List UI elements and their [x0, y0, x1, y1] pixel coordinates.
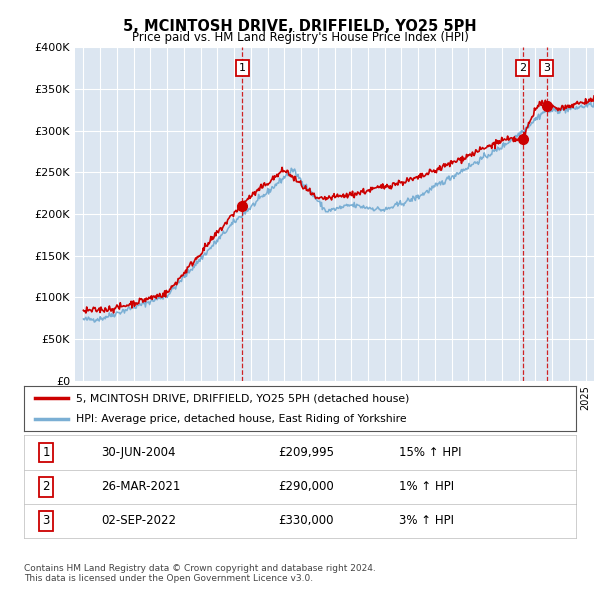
Text: 3% ↑ HPI: 3% ↑ HPI: [400, 514, 454, 527]
Text: 5, MCINTOSH DRIVE, DRIFFIELD, YO25 5PH (detached house): 5, MCINTOSH DRIVE, DRIFFIELD, YO25 5PH (…: [76, 394, 410, 404]
Text: 1: 1: [239, 63, 246, 73]
Text: 15% ↑ HPI: 15% ↑ HPI: [400, 446, 462, 459]
Text: 2: 2: [519, 63, 526, 73]
Text: 26-MAR-2021: 26-MAR-2021: [101, 480, 181, 493]
Text: 5, MCINTOSH DRIVE, DRIFFIELD, YO25 5PH: 5, MCINTOSH DRIVE, DRIFFIELD, YO25 5PH: [123, 19, 477, 34]
Text: £290,000: £290,000: [278, 480, 334, 493]
Text: HPI: Average price, detached house, East Riding of Yorkshire: HPI: Average price, detached house, East…: [76, 414, 407, 424]
Text: 3: 3: [543, 63, 550, 73]
Text: 2: 2: [43, 480, 50, 493]
Text: 02-SEP-2022: 02-SEP-2022: [101, 514, 176, 527]
Text: 1: 1: [43, 446, 50, 459]
Text: £209,995: £209,995: [278, 446, 334, 459]
Text: Price paid vs. HM Land Registry's House Price Index (HPI): Price paid vs. HM Land Registry's House …: [131, 31, 469, 44]
Text: 1% ↑ HPI: 1% ↑ HPI: [400, 480, 454, 493]
Text: 30-JUN-2004: 30-JUN-2004: [101, 446, 176, 459]
Text: Contains HM Land Registry data © Crown copyright and database right 2024.
This d: Contains HM Land Registry data © Crown c…: [24, 563, 376, 583]
Text: 3: 3: [43, 514, 50, 527]
Text: £330,000: £330,000: [278, 514, 334, 527]
